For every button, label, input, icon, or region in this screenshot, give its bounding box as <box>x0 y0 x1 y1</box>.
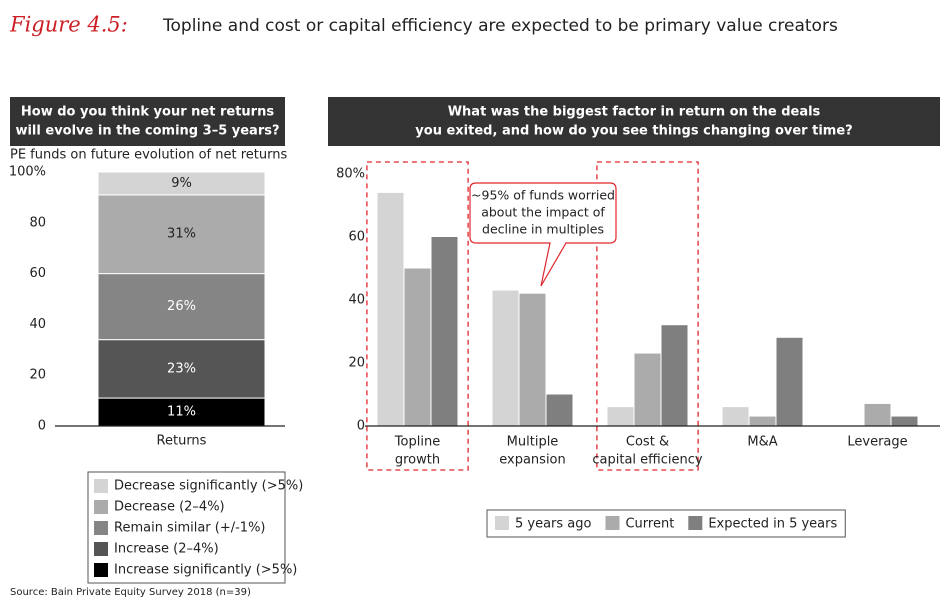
panel-title: How do you think your net returns <box>21 105 274 120</box>
annotation: about the impact of <box>481 205 605 220</box>
figure-label: Figure 4.5: <box>9 13 128 37</box>
highlight-box <box>366 161 469 471</box>
y-tick-label: 0 <box>38 419 46 434</box>
legend-swatch <box>688 516 703 530</box>
legend-swatch <box>605 516 620 530</box>
x-tick-label: Cost & <box>626 435 669 450</box>
x-tick-label: Topline <box>394 435 440 450</box>
legend-swatch <box>94 521 108 535</box>
y-tick-label: 80% <box>336 167 365 182</box>
legend-swatch <box>94 542 108 556</box>
y-tick-label: 100% <box>9 165 46 180</box>
bar <box>607 407 634 426</box>
bar <box>634 353 661 426</box>
y-tick-label: 60 <box>348 230 365 245</box>
value-label: 11% <box>167 405 196 420</box>
subtitle: PE funds on future evolution of net retu… <box>10 148 287 163</box>
x-tick-label: growth <box>395 453 440 468</box>
x-tick-label: expansion <box>499 453 566 468</box>
bar-segment <box>97 273 266 341</box>
legend-label: Decrease (2–4%) <box>114 500 225 515</box>
bar <box>864 403 891 426</box>
legend-label: Remain similar (+/-1%) <box>114 521 266 536</box>
panel-header <box>328 97 940 146</box>
annotation: ~95% of funds worried <box>471 188 615 203</box>
x-tick-label: M&A <box>747 435 777 450</box>
x-tick-label: Leverage <box>847 435 907 450</box>
panel-title: What was the biggest factor in return on… <box>448 105 821 120</box>
value-label: 9% <box>171 176 192 191</box>
bar-segment <box>97 194 266 275</box>
bar <box>661 325 688 426</box>
source: Source: Bain Private Equity Survey 2018 … <box>10 587 251 598</box>
legend-label: Expected in 5 years <box>708 517 837 532</box>
highlight-box <box>596 161 699 471</box>
bar <box>519 293 546 426</box>
x-tick-label: Multiple <box>507 435 559 450</box>
panel-title: you exited, and how do you see things ch… <box>415 124 852 139</box>
bar <box>776 337 803 426</box>
legend-label: 5 years ago <box>515 517 592 532</box>
y-tick-label: 20 <box>29 368 46 383</box>
bar <box>722 407 749 426</box>
bar <box>749 416 776 426</box>
value-label: 31% <box>167 227 196 242</box>
bar <box>492 290 519 426</box>
legend-label: Current <box>625 517 674 532</box>
figure-title: Topline and cost or capital efficiency a… <box>162 16 838 36</box>
y-tick-label: 80 <box>29 215 46 230</box>
legend-label: Increase (2–4%) <box>114 542 219 557</box>
panel-title: will evolve in the coming 3–5 years? <box>15 124 279 139</box>
legend-swatch <box>495 516 509 530</box>
y-tick-label: 60 <box>29 266 46 281</box>
legend-swatch <box>94 500 108 514</box>
y-tick-label: 40 <box>348 293 365 308</box>
legend-swatch <box>94 563 108 577</box>
legend-swatch <box>94 479 108 493</box>
panel-header <box>10 97 285 146</box>
bar <box>377 192 404 426</box>
bar <box>431 237 458 426</box>
y-tick-label: 40 <box>29 317 46 332</box>
y-tick-label: 0 <box>357 419 365 434</box>
value-label: 23% <box>167 361 196 376</box>
x-tick-label: Returns <box>157 434 207 449</box>
callout <box>469 182 617 287</box>
legend-label: Increase significantly (>5%) <box>114 563 297 578</box>
x-tick-label: capital efficiency <box>592 453 702 468</box>
y-tick-label: 20 <box>348 356 365 371</box>
annotation: decline in multiples <box>482 222 604 237</box>
bar <box>546 394 573 426</box>
bar <box>891 416 918 426</box>
legend-box <box>486 509 846 538</box>
bar-segment <box>97 171 266 196</box>
bar-segment <box>97 397 266 427</box>
legend-box <box>87 471 286 584</box>
legend-label: Decrease significantly (>5%) <box>114 479 303 494</box>
value-label: 26% <box>167 299 196 314</box>
bar <box>404 268 431 426</box>
